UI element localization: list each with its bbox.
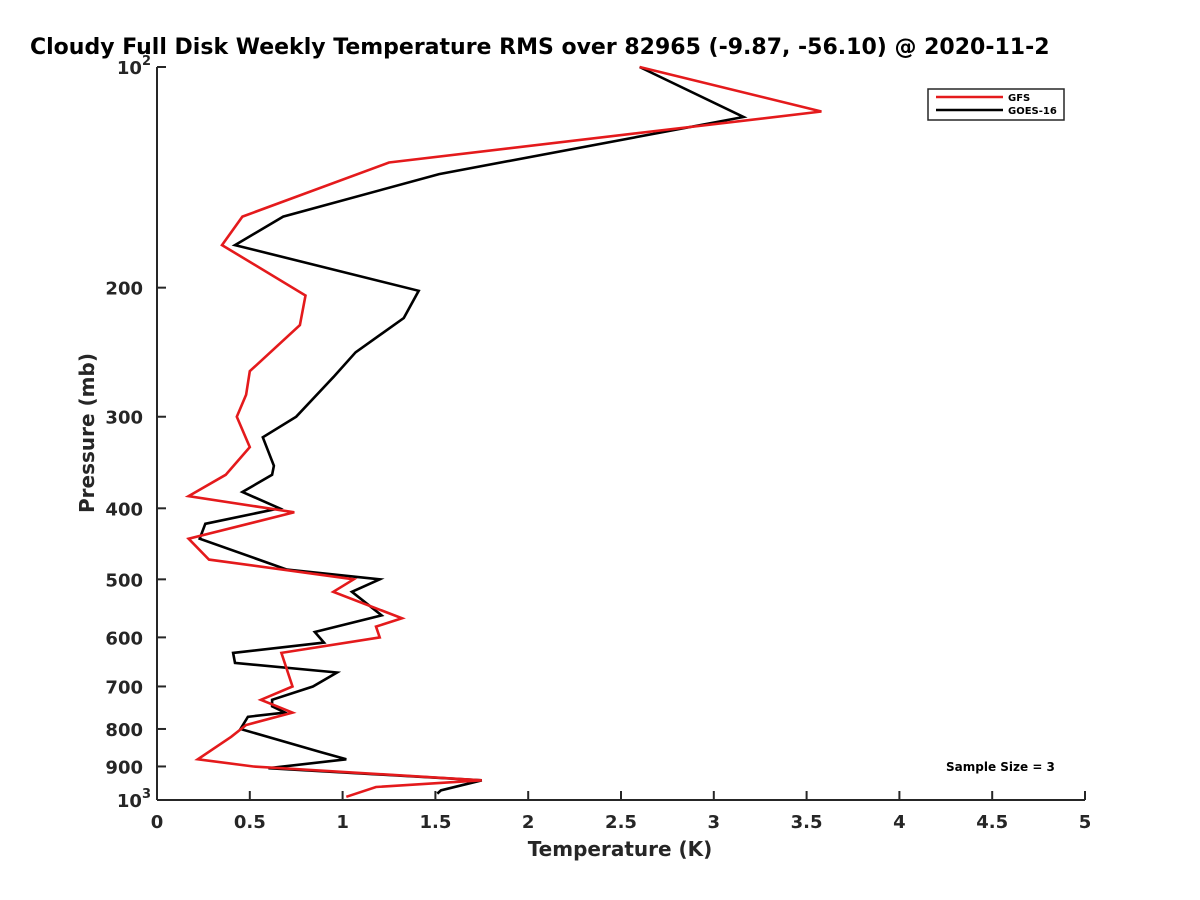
- y-tick-label: 102: [117, 54, 151, 79]
- x-tick-label: 3: [708, 812, 721, 833]
- y-tick-label: 900: [105, 757, 143, 778]
- x-tick-label: 3.5: [791, 812, 823, 833]
- x-tick-label: 1: [336, 812, 349, 833]
- y-tick-label: 103: [117, 787, 151, 812]
- x-tick-label: 5: [1079, 812, 1092, 833]
- legend: GFS GOES-16: [927, 88, 1065, 121]
- y-axis-label: Pressure (mb): [75, 353, 99, 513]
- series-line-gfs: [184, 65, 822, 799]
- y-tick-label: 600: [105, 628, 143, 649]
- legend-label-gfs: GFS: [1008, 93, 1030, 104]
- legend-label-goes-16: GOES-16: [1008, 106, 1057, 117]
- series-line-goes-16: [198, 65, 748, 795]
- x-tick-label: 2.5: [605, 812, 637, 833]
- x-axis-label: Temperature (K): [528, 837, 713, 861]
- y-tick-label: 300: [105, 408, 143, 429]
- x-tick-label: 0: [151, 812, 164, 833]
- plot-area: [156, 67, 1085, 801]
- x-tick-label: 4: [893, 812, 906, 833]
- x-tick-label: 0.5: [234, 812, 266, 833]
- y-tick-label: 700: [105, 677, 143, 698]
- legend-box: [927, 88, 1065, 121]
- axis-ticks: 0 0.5 1 1.5 2 2.5 3 3.5 4 4.5 5 102 200 300 400 500 600 7…: [105, 54, 1091, 833]
- x-tick-label: 2: [522, 812, 535, 833]
- x-tick-label: 1.5: [419, 812, 451, 833]
- y-tick-label: 400: [105, 499, 143, 520]
- sample-size-annotation: Sample Size = 3: [946, 760, 1055, 774]
- y-tick-label: 800: [105, 720, 143, 741]
- y-tick-label: 500: [105, 570, 143, 591]
- y-tick-label: 200: [105, 279, 143, 300]
- chart-title: Cloudy Full Disk Weekly Temperature RMS …: [30, 35, 1050, 60]
- x-tick-label: 4.5: [976, 812, 1008, 833]
- series-layer: [184, 65, 822, 799]
